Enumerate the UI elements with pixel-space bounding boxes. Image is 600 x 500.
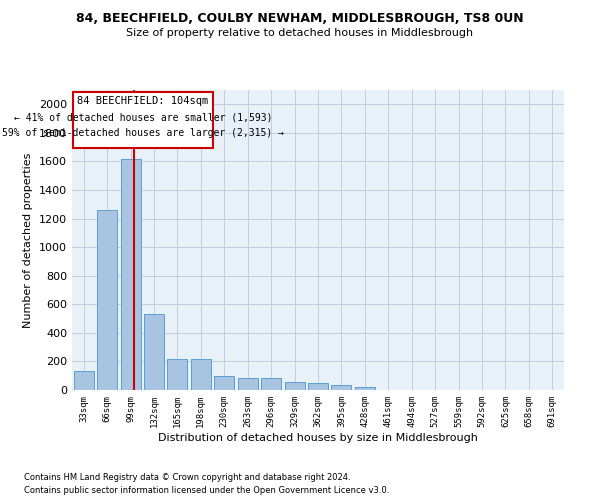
Text: Size of property relative to detached houses in Middlesbrough: Size of property relative to detached ho… — [127, 28, 473, 38]
Bar — [238, 378, 257, 390]
Bar — [167, 358, 187, 390]
Bar — [191, 360, 211, 390]
Bar — [74, 372, 94, 390]
Bar — [284, 382, 305, 390]
Bar — [97, 210, 117, 390]
X-axis label: Distribution of detached houses by size in Middlesbrough: Distribution of detached houses by size … — [158, 432, 478, 442]
Bar — [121, 158, 140, 390]
Text: 84 BEECHFIELD: 104sqm: 84 BEECHFIELD: 104sqm — [77, 96, 208, 106]
Bar — [144, 314, 164, 390]
Y-axis label: Number of detached properties: Number of detached properties — [23, 152, 34, 328]
Text: 84, BEECHFIELD, COULBY NEWHAM, MIDDLESBROUGH, TS8 0UN: 84, BEECHFIELD, COULBY NEWHAM, MIDDLESBR… — [76, 12, 524, 26]
Bar — [261, 378, 281, 390]
Text: 59% of semi-detached houses are larger (2,315) →: 59% of semi-detached houses are larger (… — [2, 128, 284, 138]
Bar — [214, 376, 234, 390]
Text: Contains public sector information licensed under the Open Government Licence v3: Contains public sector information licen… — [24, 486, 389, 495]
Text: ← 41% of detached houses are smaller (1,593): ← 41% of detached houses are smaller (1,… — [14, 112, 272, 122]
Bar — [331, 384, 352, 390]
FancyBboxPatch shape — [73, 92, 212, 148]
Text: Contains HM Land Registry data © Crown copyright and database right 2024.: Contains HM Land Registry data © Crown c… — [24, 474, 350, 482]
Bar — [308, 383, 328, 390]
Bar — [355, 387, 375, 390]
